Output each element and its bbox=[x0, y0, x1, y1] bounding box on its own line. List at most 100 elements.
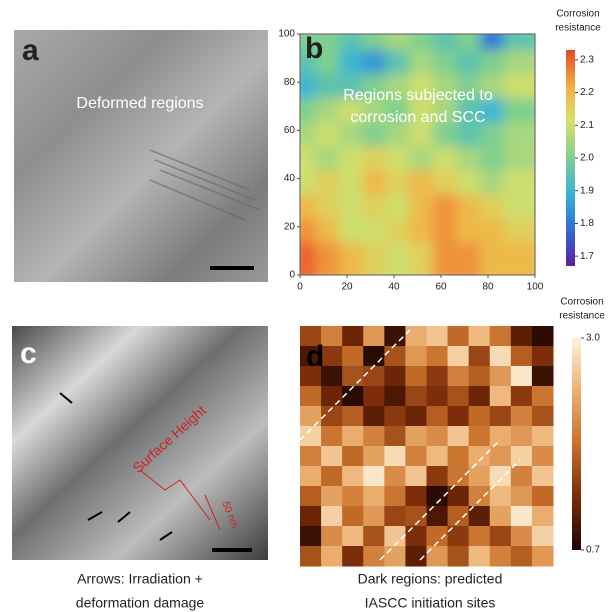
panel-letter: c bbox=[20, 337, 37, 370]
heat-cell bbox=[448, 386, 470, 407]
colorbar-tick-label: 2.3 bbox=[580, 54, 594, 65]
heat-cell bbox=[511, 326, 533, 347]
colorbar-tick-label: 1.8 bbox=[580, 218, 594, 229]
heat-cell bbox=[511, 546, 533, 567]
y-tick-label: 100 bbox=[278, 29, 295, 40]
heat-cell bbox=[490, 386, 512, 407]
heat-cell bbox=[384, 326, 406, 347]
heat-cell bbox=[342, 446, 364, 467]
heat-cell bbox=[469, 466, 491, 487]
heat-cell bbox=[363, 526, 385, 547]
heat-cell bbox=[490, 546, 512, 567]
heat-cell bbox=[427, 366, 449, 387]
y-tick-label: 80 bbox=[284, 77, 296, 88]
heat-cell bbox=[342, 486, 364, 507]
heat-cell bbox=[448, 546, 470, 567]
heat-cell bbox=[511, 406, 533, 427]
heat-cell bbox=[321, 486, 343, 507]
heat-cell bbox=[532, 366, 554, 387]
heat-cell bbox=[321, 446, 343, 467]
heat-cell bbox=[427, 506, 449, 527]
heat-cell bbox=[405, 526, 427, 547]
heat-cell bbox=[511, 466, 533, 487]
x-tick-label: 80 bbox=[482, 282, 494, 293]
heat-cell bbox=[300, 386, 322, 407]
heat-cell bbox=[490, 406, 512, 427]
heat-cell bbox=[469, 486, 491, 507]
colorbar-tick-label: 1.9 bbox=[580, 185, 594, 196]
heat-cell bbox=[405, 366, 427, 387]
heat-cell bbox=[427, 386, 449, 407]
heat-cell bbox=[511, 346, 533, 367]
caption: Dark regions: predicted bbox=[358, 571, 503, 587]
colorbar-title: resistance bbox=[559, 311, 605, 322]
heat-cell bbox=[511, 366, 533, 387]
heat-cell bbox=[490, 526, 512, 547]
heat-cell bbox=[469, 406, 491, 427]
x-tick-label: 40 bbox=[388, 282, 400, 293]
heat-cell bbox=[363, 406, 385, 427]
heat-cell bbox=[490, 486, 512, 507]
y-tick-label: 0 bbox=[289, 270, 295, 281]
heat-cell bbox=[363, 326, 385, 347]
heat-cell bbox=[321, 386, 343, 407]
heat-cell bbox=[300, 446, 322, 467]
heat-cell bbox=[427, 326, 449, 347]
heat-cell bbox=[511, 486, 533, 507]
heat-cell bbox=[469, 446, 491, 467]
panel-letter: d bbox=[306, 340, 324, 373]
heat-cell bbox=[469, 426, 491, 447]
heat-cell bbox=[448, 366, 470, 387]
heat-cell bbox=[384, 346, 406, 367]
annotation: Regions subjected to bbox=[343, 87, 493, 104]
heat-cell bbox=[384, 466, 406, 487]
heat-cell bbox=[490, 466, 512, 487]
colorbar-title: Corrosion bbox=[556, 9, 599, 20]
contour-field bbox=[292, 26, 543, 283]
heat-cell bbox=[448, 446, 470, 467]
heat-cell bbox=[342, 466, 364, 487]
heat-cell bbox=[384, 386, 406, 407]
heat-cell bbox=[405, 406, 427, 427]
heat-cell bbox=[342, 506, 364, 527]
heat-cell bbox=[490, 346, 512, 367]
heat-cell bbox=[532, 546, 554, 567]
heat-cell bbox=[490, 446, 512, 467]
heat-cell bbox=[384, 506, 406, 527]
colorbar bbox=[566, 50, 575, 266]
colorbar bbox=[572, 338, 581, 550]
heat-cell bbox=[405, 346, 427, 367]
colorbar-tick-label: 2.2 bbox=[580, 87, 594, 98]
heat-cell bbox=[532, 526, 554, 547]
heat-cell bbox=[427, 426, 449, 447]
heat-cell bbox=[511, 426, 533, 447]
heat-cell bbox=[405, 426, 427, 447]
heat-cell bbox=[363, 466, 385, 487]
heat-cell bbox=[342, 526, 364, 547]
panel-letter: a bbox=[22, 34, 39, 67]
heat-cell bbox=[300, 546, 322, 567]
heat-cell bbox=[490, 426, 512, 447]
heat-cell bbox=[511, 506, 533, 527]
heat-cell bbox=[532, 486, 554, 507]
heat-cell bbox=[532, 426, 554, 447]
heat-cell bbox=[490, 506, 512, 527]
heat-cell bbox=[448, 506, 470, 527]
colorbar-tick-label: 2.0 bbox=[580, 153, 594, 164]
y-tick-label: 60 bbox=[284, 125, 296, 136]
heat-cell bbox=[300, 406, 322, 427]
heat-cell bbox=[363, 426, 385, 447]
heat-cell bbox=[321, 506, 343, 527]
heat-cell bbox=[321, 466, 343, 487]
scale-bar bbox=[212, 548, 252, 552]
heat-cell bbox=[384, 446, 406, 467]
heat-cell bbox=[532, 466, 554, 487]
heat-cell bbox=[532, 446, 554, 467]
annotation: Deformed regions bbox=[76, 95, 203, 112]
heat-cell bbox=[300, 506, 322, 527]
colorbar-tick-label: 3.0 bbox=[586, 333, 600, 344]
heat-cell bbox=[448, 346, 470, 367]
heat-cell bbox=[469, 546, 491, 567]
panel-letter: b bbox=[305, 32, 323, 65]
x-tick-label: 20 bbox=[341, 282, 353, 293]
